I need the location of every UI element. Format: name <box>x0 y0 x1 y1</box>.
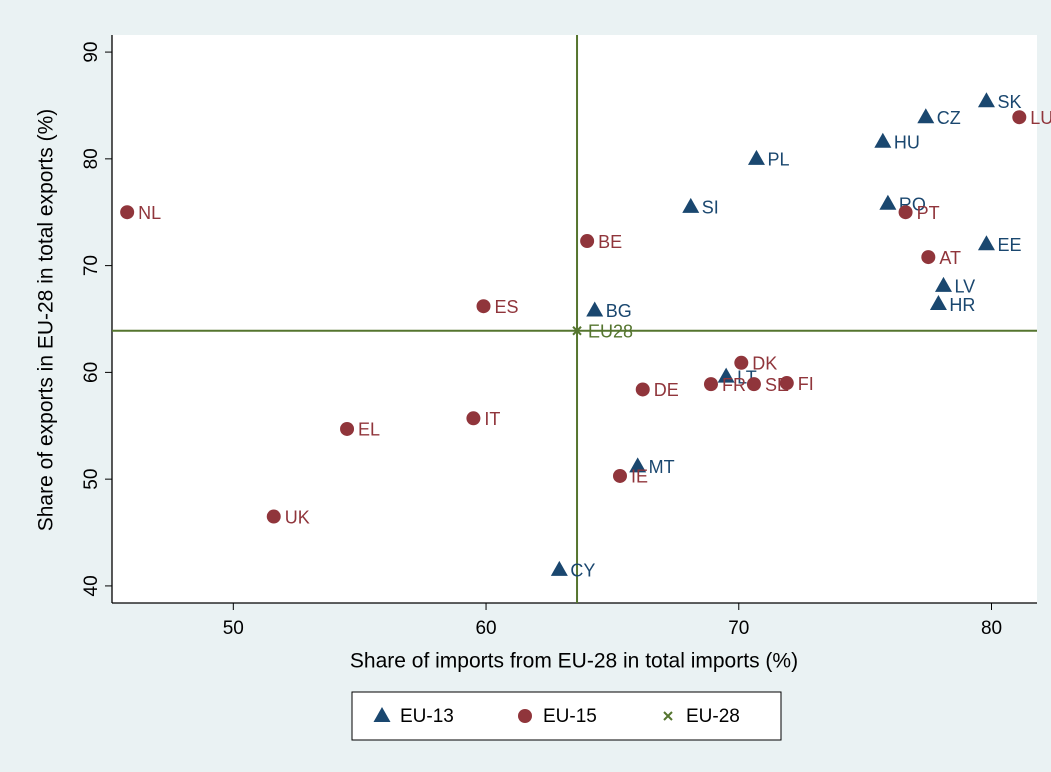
point-label: IT <box>484 409 500 429</box>
triangle-marker <box>929 295 947 311</box>
circle-marker <box>580 234 595 249</box>
plot-area <box>112 35 1037 603</box>
triangle-marker <box>874 132 892 148</box>
point-label: LU <box>1030 108 1051 128</box>
circle-marker <box>476 299 491 314</box>
triangle-marker <box>879 194 897 210</box>
circle-marker <box>518 709 532 723</box>
x-tick-label: 70 <box>728 618 749 639</box>
point-label: HU <box>894 133 920 153</box>
x-marker <box>663 711 673 721</box>
circle-marker <box>746 377 761 392</box>
circle-marker <box>466 411 481 426</box>
point-label: AT <box>939 248 961 268</box>
point-label: BE <box>598 232 622 252</box>
triangle-marker <box>550 560 568 576</box>
triangle-marker <box>917 108 935 124</box>
x-tick-label: 80 <box>981 618 1002 639</box>
point-label: LV <box>954 277 975 297</box>
x-tick-label: 50 <box>223 618 244 639</box>
y-tick-label: 70 <box>81 255 102 276</box>
point-label: BG <box>606 301 632 321</box>
point-label: MT <box>649 457 675 477</box>
point-label: DK <box>752 354 777 374</box>
point-label: EU28 <box>588 321 633 341</box>
legend-label: EU-28 <box>686 706 740 727</box>
y-tick-label: 60 <box>81 362 102 383</box>
triangle-marker <box>717 367 735 383</box>
point-label: SK <box>997 92 1021 112</box>
triangle-marker <box>629 457 647 473</box>
legend-item: EU-15 <box>518 706 597 727</box>
x-tick-label: 60 <box>475 618 496 639</box>
circle-marker <box>635 382 650 397</box>
triangle-marker <box>373 707 391 722</box>
triangle-marker <box>977 235 995 251</box>
legend-box <box>351 691 782 741</box>
circle-marker <box>779 376 794 391</box>
point-label: CZ <box>937 108 961 128</box>
triangle-marker <box>747 149 765 165</box>
point-label: ES <box>495 297 519 317</box>
legend-label: EU-15 <box>543 706 597 727</box>
x-axis-title: Share of imports from EU-28 in total imp… <box>350 650 798 673</box>
point-label: FI <box>798 374 814 394</box>
y-tick-label: 90 <box>81 42 102 63</box>
point-label: EL <box>358 420 380 440</box>
point-label: NL <box>138 203 161 223</box>
circle-marker <box>734 355 749 370</box>
circle-marker <box>898 205 913 220</box>
triangle-marker <box>586 301 604 317</box>
circle-marker <box>340 421 355 436</box>
legend-item: EU-13 <box>373 706 454 727</box>
triangle-marker <box>682 197 700 213</box>
circle-marker <box>612 468 627 483</box>
point-label: DE <box>654 380 679 400</box>
point-label: FR <box>722 375 746 395</box>
y-axis-title: Share of exports in EU-28 in total expor… <box>35 109 58 532</box>
circle-marker <box>1012 110 1027 125</box>
point-label: PT <box>917 203 940 223</box>
circle-marker <box>921 250 936 265</box>
point-label: HR <box>949 295 975 315</box>
point-label: CY <box>570 561 595 581</box>
triangle-marker <box>977 92 995 108</box>
point-label: PL <box>767 150 789 170</box>
x-marker <box>572 326 582 336</box>
y-tick-label: 40 <box>81 575 102 596</box>
circle-marker <box>120 205 135 220</box>
legend-item: EU-28 <box>663 706 740 727</box>
circle-marker <box>703 377 718 392</box>
point-label: EE <box>997 235 1021 255</box>
point-label: UK <box>285 507 310 527</box>
y-tick-label: 80 <box>81 148 102 169</box>
point-label: SI <box>702 198 719 218</box>
circle-marker <box>266 509 281 524</box>
y-tick-label: 50 <box>81 469 102 490</box>
legend-label: EU-13 <box>400 706 454 727</box>
triangle-marker <box>934 276 952 292</box>
point-label: IE <box>631 467 648 487</box>
